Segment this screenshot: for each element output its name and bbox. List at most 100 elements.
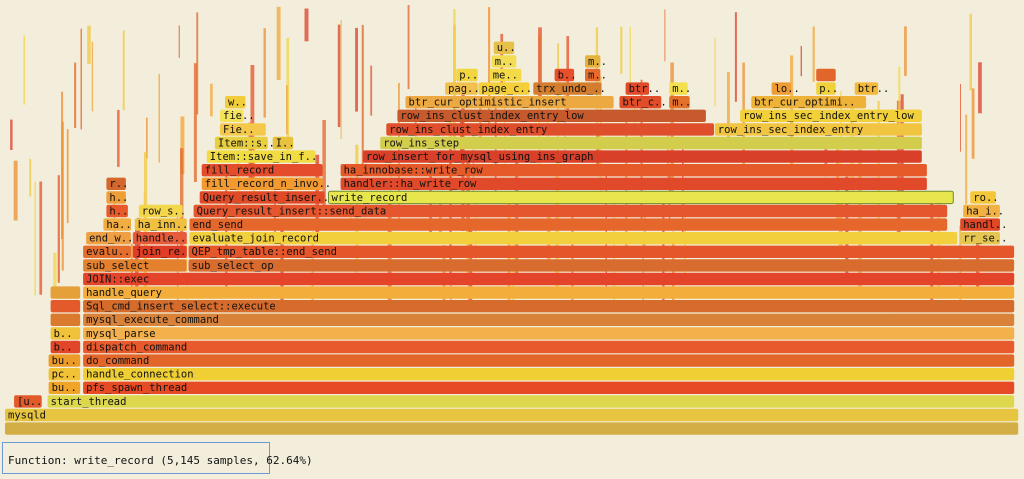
frame-btr-cur-optimi[interactable]: btr_cur_optimi.. <box>751 96 867 109</box>
frame-w[interactable]: w.. <box>225 96 247 109</box>
frame-rect[interactable] <box>554 68 575 82</box>
frame-rect[interactable] <box>50 300 81 313</box>
frame-unlabeled-0[interactable] <box>5 422 1019 435</box>
frame-rect[interactable] <box>585 68 601 82</box>
frame-mysql-parse[interactable]: mysql_parse <box>83 327 1015 340</box>
frame-rect[interactable] <box>206 150 316 163</box>
frame-rect[interactable] <box>405 96 614 109</box>
frame-rect[interactable] <box>362 150 922 163</box>
frame-unlabeled-75[interactable] <box>816 68 836 82</box>
frame-rect[interactable] <box>340 164 927 177</box>
frame-I[interactable]: I.. <box>272 136 295 150</box>
frame-rect[interactable] <box>493 41 515 54</box>
frame-rect[interactable] <box>771 82 792 95</box>
frame-handle-query[interactable]: handle_query <box>83 286 1015 299</box>
frame-rect[interactable] <box>50 340 81 354</box>
frame-r[interactable]: r.. <box>106 177 128 191</box>
frame-evalu[interactable]: evalu.. <box>83 245 131 259</box>
frame-rect[interactable] <box>86 232 131 245</box>
frame-rect[interactable] <box>132 245 187 258</box>
frame-rect[interactable] <box>533 82 602 95</box>
frame-Item-s[interactable]: Item::s.. <box>214 136 275 150</box>
frame-rect[interactable] <box>83 300 1015 313</box>
frame-lo[interactable]: lo.. <box>771 82 800 95</box>
frame-do-command[interactable]: do_command <box>83 354 1015 367</box>
frame-write-record[interactable]: write_record <box>328 190 954 205</box>
frame-join-re[interactable]: join_re.. <box>132 245 193 259</box>
frame-rect[interactable] <box>397 109 706 122</box>
frame-rect[interactable] <box>854 82 879 95</box>
frame-rect[interactable] <box>491 55 517 68</box>
frame-row-ins-step[interactable]: row_ins_step <box>380 136 922 150</box>
frame-rect[interactable] <box>960 218 1000 231</box>
frame-Sql-cmd-insert-select-execute[interactable]: Sql_cmd_insert_select::execute <box>83 300 1015 313</box>
frame-rect[interactable] <box>201 164 323 177</box>
frame-rect[interactable] <box>970 191 996 204</box>
frame-rect[interactable] <box>83 272 1015 286</box>
frame-ha-inn[interactable]: ha_inn.. <box>134 218 189 231</box>
frame-rect[interactable] <box>138 204 183 218</box>
frame-rect[interactable] <box>106 204 128 218</box>
frame-rect[interactable] <box>478 82 530 95</box>
frame-rect[interactable] <box>328 190 954 205</box>
frame-rect[interactable] <box>625 82 650 95</box>
frame-mysql-execute-command[interactable]: mysql_execute_command <box>83 313 1015 327</box>
frame-rect[interactable] <box>740 109 922 122</box>
frame-sub-select[interactable]: sub_select <box>83 259 187 272</box>
frame-rect[interactable] <box>340 177 927 190</box>
frame-rect[interactable] <box>380 136 922 150</box>
frame-Query-result-inser[interactable]: Query_result_inser.. <box>199 191 329 204</box>
frame-rect[interactable] <box>193 204 948 218</box>
frame-h[interactable]: h.. <box>106 191 128 204</box>
frame-bu[interactable]: bu.. <box>48 354 81 367</box>
frame-sub-select-op[interactable]: sub_select_op <box>188 259 1015 272</box>
frame-ha[interactable]: ha.. <box>103 218 132 231</box>
frame-rect[interactable] <box>83 354 1015 367</box>
frame-rect[interactable] <box>189 218 948 231</box>
frame-rect[interactable] <box>14 395 42 408</box>
frame-pc[interactable]: pc.. <box>48 368 81 381</box>
frame-p[interactable]: p.. <box>456 68 478 82</box>
frame-rect[interactable] <box>669 96 690 109</box>
frame-rect[interactable] <box>50 286 81 299</box>
frame-b[interactable]: b.. <box>554 68 577 82</box>
frame-row-ins-sec-index-entry-low[interactable]: row_ins_sec_index_entry_low <box>740 109 922 123</box>
frame-rect[interactable] <box>83 245 131 258</box>
frame-m[interactable]: m.. <box>669 82 691 95</box>
frame-fill-record-n-invo[interactable]: fill_record_n_invo.. <box>201 177 331 191</box>
frame-m[interactable]: m.. <box>585 68 607 82</box>
frame-btr[interactable]: btr.. <box>854 82 890 95</box>
frame-rect[interactable] <box>48 368 81 381</box>
frame-b[interactable]: b.. <box>50 327 81 340</box>
frame-rect[interactable] <box>83 313 1015 326</box>
frame-pfs-spawn-thread[interactable]: pfs_spawn_thread <box>83 381 1015 395</box>
frame-rect[interactable] <box>751 96 867 109</box>
frame-rr-se[interactable]: rr_se.. <box>960 232 1007 245</box>
frame-fill-record[interactable]: fill_record <box>201 164 323 177</box>
frame-rect[interactable] <box>386 123 714 136</box>
frame-handle[interactable]: handle.. <box>132 232 187 245</box>
frame-rect[interactable] <box>47 395 1015 408</box>
frame-start-thread[interactable]: start_thread <box>47 395 1015 408</box>
frame-rect[interactable] <box>48 381 81 394</box>
frame--u[interactable]: [u.. <box>14 395 42 408</box>
frame-fie[interactable]: fie.. <box>220 109 255 123</box>
frame-pag[interactable]: pag.. <box>445 82 480 95</box>
frame-rect[interactable] <box>50 313 81 326</box>
frame-unlabeled-18[interactable] <box>50 286 81 299</box>
frame-rect[interactable] <box>963 204 1000 218</box>
frame-rect[interactable] <box>214 136 268 150</box>
frame-rect[interactable] <box>619 96 662 109</box>
frame-page-c[interactable]: page_c.. <box>478 82 533 95</box>
frame-rect[interactable] <box>83 340 1015 354</box>
frame-end-send[interactable]: end_send <box>189 218 948 231</box>
frame-btr-c[interactable]: btr_c.. <box>619 96 667 109</box>
frame-rect[interactable] <box>50 327 81 340</box>
frame-JOIN-exec[interactable]: JOIN::exec <box>83 272 1015 286</box>
frame-rect[interactable] <box>132 232 187 245</box>
frame-rect[interactable] <box>5 422 1019 435</box>
frame-rect[interactable] <box>445 82 478 95</box>
frame-rect[interactable] <box>816 68 836 82</box>
frame-rect[interactable] <box>83 327 1015 340</box>
